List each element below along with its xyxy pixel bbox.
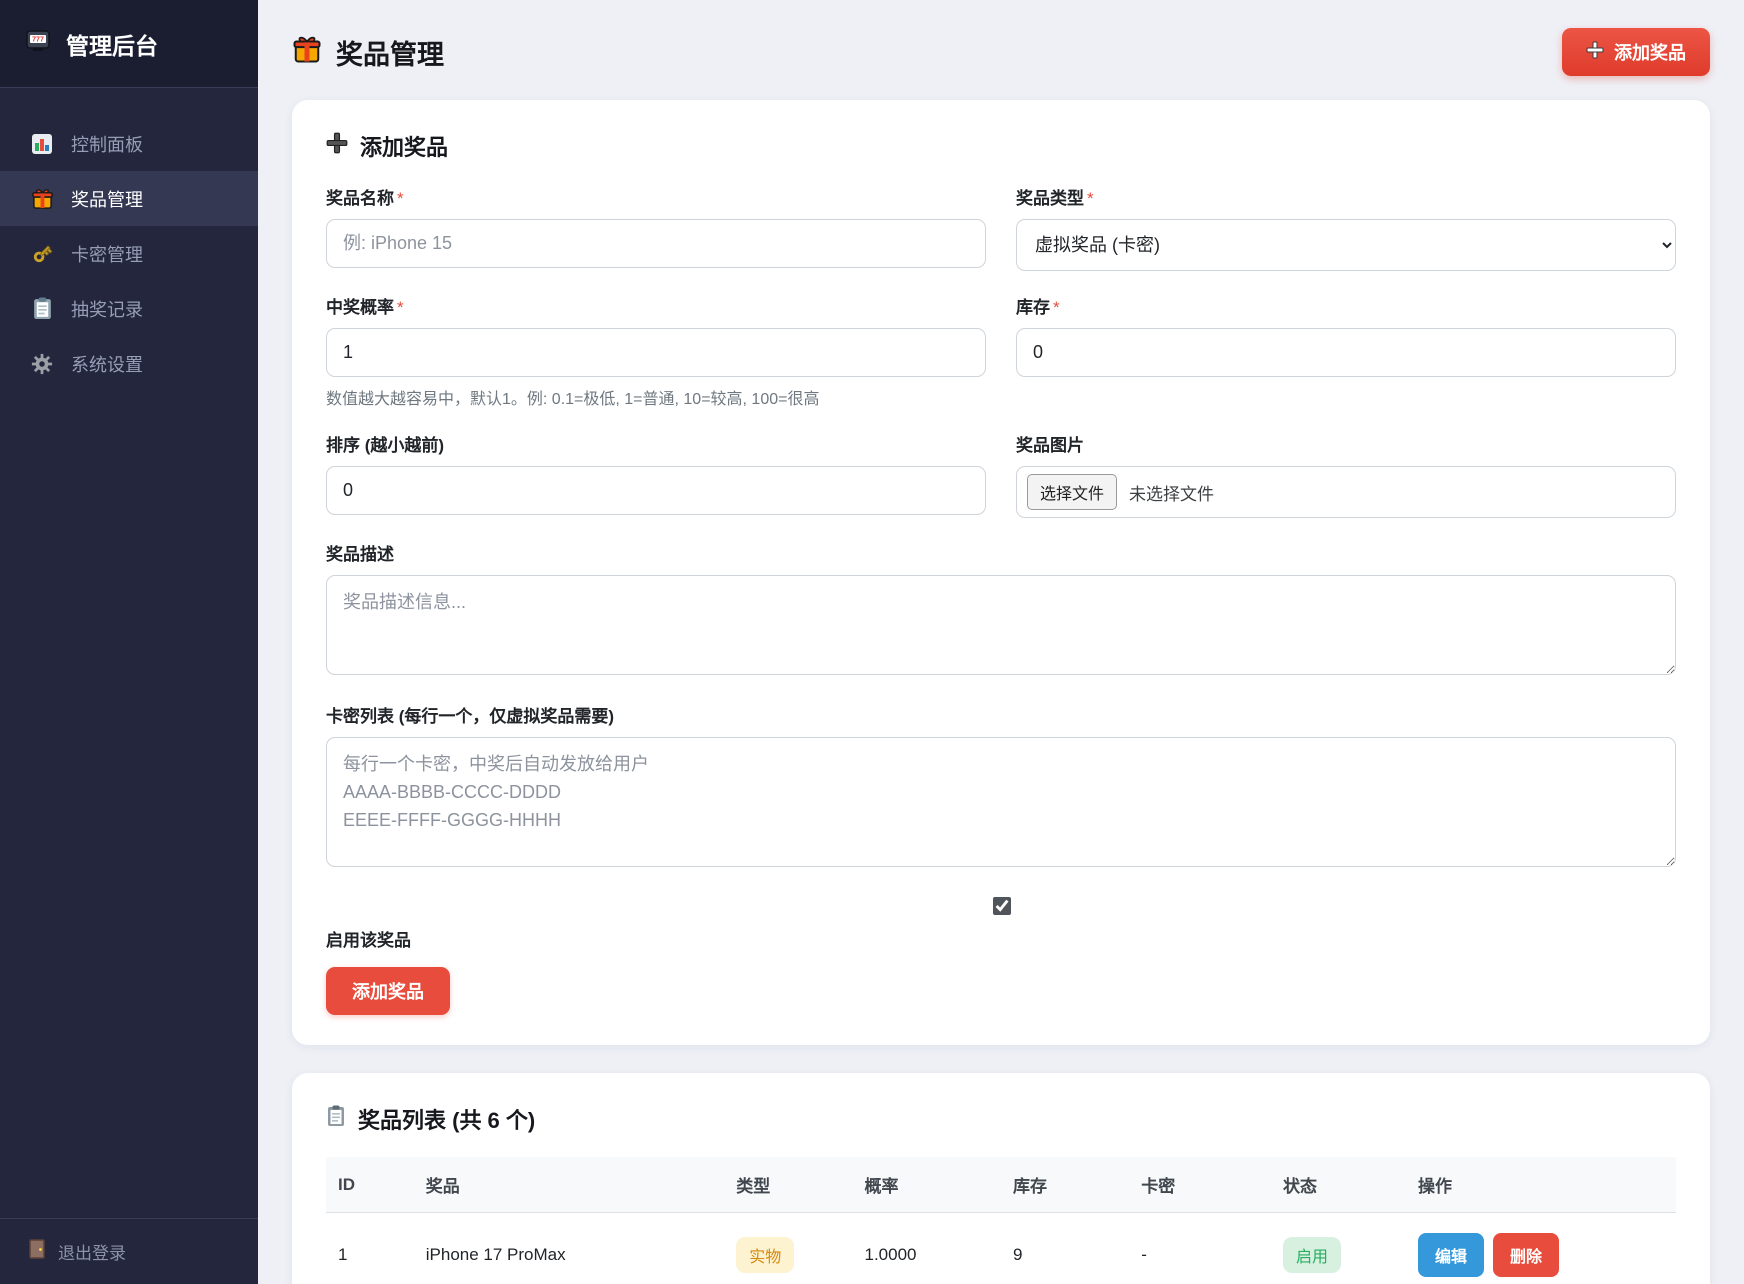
bar-chart-icon [30, 133, 54, 155]
status-badge: 启用 [1283, 1237, 1342, 1273]
gift-icon [30, 187, 54, 210]
edit-button[interactable]: 编辑 [1418, 1233, 1485, 1277]
stock-label: 库存 * [1016, 298, 1060, 317]
sort-label: 排序 (越小越前) [326, 436, 445, 455]
sidebar: 777 管理后台 控制面板 [0, 0, 258, 1284]
required-mark: * [397, 189, 404, 208]
col-stock: 库存 [1001, 1157, 1130, 1213]
form-heading: 添加奖品 [326, 130, 1676, 162]
col-prize: 奖品 [413, 1157, 725, 1213]
add-prize-card: 添加奖品 奖品名称* 奖品类型* 虚拟奖品 (卡密) [292, 100, 1710, 1045]
table-header: ID 奖品 类型 概率 库存 卡密 状态 操作 [326, 1157, 1676, 1213]
table-row: 1 iPhone 17 ProMax 实物 1.0000 9 - 启用 编辑 删除 [326, 1212, 1676, 1284]
list-heading: 奖品列表 (共 6 个) [326, 1103, 1676, 1135]
required-mark: * [1053, 298, 1060, 317]
add-prize-header-label: 添加奖品 [1614, 43, 1686, 63]
stock-input[interactable] [1016, 328, 1676, 377]
sidebar-item-cards[interactable]: 卡密管理 [0, 226, 258, 281]
cell-id: 1 [326, 1212, 414, 1284]
sidebar-item-label: 抽奖记录 [71, 299, 143, 320]
col-type: 类型 [724, 1157, 853, 1213]
clipboard-icon [30, 297, 54, 320]
logout-button[interactable]: 退出登录 [0, 1218, 258, 1284]
clipboard-icon [326, 1105, 346, 1133]
choose-file-button[interactable]: 选择文件 [1027, 474, 1118, 510]
main-content: 奖品管理 添加奖品 [258, 0, 1744, 1284]
enable-prize-checkbox[interactable] [992, 897, 1011, 915]
image-file-input[interactable]: 选择文件 未选择文件 [1016, 466, 1676, 518]
field-probability: 中奖概率* 数值越大越容易中，默认1。例: 0.1=极低, 1=普通, 10=较… [326, 293, 986, 409]
enable-checkbox-row [326, 894, 1676, 920]
form-grid: 奖品名称* 奖品类型* 虚拟奖品 (卡密) 中奖概率* [326, 184, 1676, 540]
prize-type-label: 奖品类型 * [1016, 189, 1094, 208]
field-sort: 排序 (越小越前) [326, 431, 986, 518]
sidebar-item-label: 控制面板 [71, 134, 143, 155]
image-label: 奖品图片 [1016, 436, 1084, 455]
probability-label: 中奖概率 * [326, 298, 404, 317]
cell-stock: 9 [1001, 1212, 1130, 1284]
type-badge: 实物 [736, 1237, 795, 1273]
sidebar-item-settings[interactable]: 系统设置 [0, 336, 258, 391]
page-title-text: 奖品管理 [336, 39, 444, 70]
door-icon [28, 1239, 46, 1264]
gift-icon [292, 34, 322, 71]
probability-hint: 数值越大越容易中，默认1。例: 0.1=极低, 1=普通, 10=较高, 100… [326, 391, 820, 408]
sort-input[interactable] [326, 466, 986, 515]
probability-input[interactable] [326, 328, 986, 377]
col-actions: 操作 [1406, 1157, 1676, 1213]
field-image: 奖品图片 选择文件 未选择文件 [1016, 431, 1676, 518]
add-prize-header-button[interactable]: 添加奖品 [1562, 28, 1710, 76]
prize-list-card: 奖品列表 (共 6 个) ID 奖品 类型 概率 库存 卡密 状态 [292, 1073, 1710, 1284]
required-mark: * [397, 298, 404, 317]
gear-icon [30, 353, 54, 375]
field-description: 奖品描述 [326, 540, 1676, 680]
col-kami: 卡密 [1129, 1157, 1271, 1213]
submit-add-prize-button[interactable]: 添加奖品 [326, 967, 450, 1015]
slot-machine-icon: 777 [24, 27, 52, 61]
logout-label: 退出登录 [58, 1244, 126, 1263]
app-logo: 777 管理后台 [0, 0, 258, 88]
key-icon [30, 242, 54, 265]
page-header: 奖品管理 添加奖品 [292, 28, 1710, 76]
plus-icon [1586, 41, 1604, 64]
delete-button[interactable]: 删除 [1493, 1233, 1560, 1277]
sidebar-nav: 控制面板 奖品管理 [0, 88, 258, 1218]
field-kami-list: 卡密列表 (每行一个，仅虚拟奖品需要) [326, 702, 1676, 872]
sidebar-item-label: 系统设置 [71, 354, 143, 375]
sidebar-item-dashboard[interactable]: 控制面板 [0, 116, 258, 171]
app-title: 管理后台 [66, 32, 158, 59]
cell-kami: - [1129, 1212, 1271, 1284]
cell-prize-name: iPhone 17 ProMax [413, 1212, 725, 1284]
cell-probability: 1.0000 [852, 1212, 1001, 1284]
field-prize-type: 奖品类型 * 虚拟奖品 (卡密) [1016, 184, 1676, 271]
prize-table: ID 奖品 类型 概率 库存 卡密 状态 操作 1 iPhone 17 ProM… [326, 1157, 1676, 1284]
enable-prize-label: 启用该奖品 [326, 931, 411, 950]
sidebar-item-prizes[interactable]: 奖品管理 [0, 171, 258, 226]
col-probability: 概率 [852, 1157, 1001, 1213]
description-label: 奖品描述 [326, 545, 394, 564]
plus-icon [326, 132, 348, 160]
form-heading-text: 添加奖品 [360, 135, 449, 160]
svg-text:777: 777 [32, 36, 44, 43]
sidebar-item-records[interactable]: 抽奖记录 [0, 281, 258, 336]
page-title: 奖品管理 [292, 33, 444, 72]
col-id: ID [326, 1157, 414, 1213]
kami-list-label: 卡密列表 (每行一个，仅虚拟奖品需要) [326, 707, 615, 726]
sidebar-item-label: 奖品管理 [71, 189, 143, 210]
kami-list-textarea[interactable] [326, 737, 1676, 867]
prize-name-label: 奖品名称 * [326, 189, 404, 208]
list-heading-text: 奖品列表 (共 6 个) [358, 1108, 536, 1133]
field-stock: 库存 * [1016, 293, 1676, 409]
sidebar-item-label: 卡密管理 [71, 244, 143, 265]
col-status: 状态 [1271, 1157, 1406, 1213]
required-mark: * [1087, 189, 1094, 208]
prize-type-select[interactable]: 虚拟奖品 (卡密) [1016, 219, 1676, 271]
description-textarea[interactable] [326, 575, 1676, 675]
prize-name-input[interactable] [326, 219, 986, 268]
field-prize-name: 奖品名称 * [326, 184, 986, 271]
no-file-text: 未选择文件 [1129, 484, 1215, 504]
